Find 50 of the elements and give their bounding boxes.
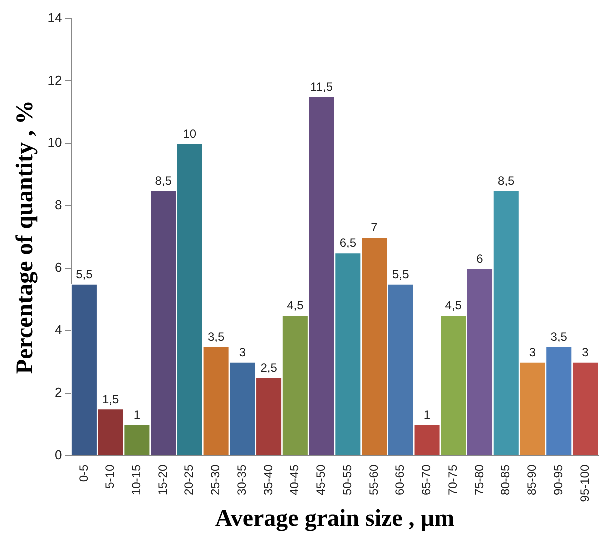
y-tick-label: 8 (55, 198, 62, 213)
data-label: 5,5 (76, 267, 94, 282)
data-label: 1 (134, 408, 141, 422)
data-label: 6,5 (340, 236, 357, 250)
y-tick-label: 6 (55, 260, 62, 276)
data-label: 6 (476, 252, 484, 266)
data-label: 8,5 (155, 174, 172, 188)
x-tick-label: 80-85 (498, 464, 513, 496)
x-axis-title: Average grain size , µm (215, 506, 455, 532)
y-tick-label: 2 (55, 384, 62, 400)
data-label: 2,5 (260, 361, 278, 376)
x-tick-label: 65-70 (420, 464, 434, 496)
y-axis-title: Percentage of quantity , % (12, 100, 39, 374)
x-tick-label: 85-90 (525, 464, 540, 496)
x-tick-label: 10-15 (130, 464, 144, 496)
data-label: 5,5 (392, 267, 410, 282)
data-label: 1,5 (102, 392, 120, 406)
y-tick-label: 0 (55, 447, 62, 462)
x-tick-label: 0-5 (76, 464, 91, 482)
x-tick-label: 50-55 (340, 464, 354, 496)
x-tick-label: 45-50 (314, 464, 328, 496)
x-tick-label: 5-10 (103, 464, 118, 489)
x-tick-label: 20-25 (182, 464, 196, 496)
x-tick-label: 75-80 (472, 464, 486, 496)
data-label: 3,5 (550, 330, 568, 344)
y-tick-label: 10 (48, 135, 62, 150)
data-label: 4,5 (287, 298, 304, 313)
data-label: 11,5 (310, 80, 334, 94)
y-tick-label: 4 (55, 322, 62, 338)
y-tick-label: 12 (48, 72, 62, 88)
data-label: 1 (424, 408, 431, 422)
x-tick-label: 60-65 (393, 464, 408, 496)
data-label: 3 (582, 345, 590, 360)
y-tick-label: 14 (48, 10, 62, 26)
x-tick-label: 30-35 (234, 464, 249, 496)
data-label: 3 (239, 345, 246, 360)
x-tick-label: 70-75 (446, 464, 460, 496)
data-label: 7 (371, 220, 378, 235)
x-tick-label: 15-20 (156, 464, 170, 496)
x-tick-label: 95-100 (578, 464, 592, 502)
data-label: 3 (529, 345, 536, 360)
x-tick-label: 25-30 (208, 464, 223, 496)
data-label: 10 (183, 126, 197, 141)
data-label: 3,5 (208, 330, 225, 344)
data-label: 8,5 (498, 174, 516, 188)
data-label: 4,5 (445, 298, 462, 313)
x-tick-label: 55-60 (366, 464, 381, 496)
x-tick-label: 35-40 (261, 464, 276, 496)
x-tick-label: 90-95 (551, 464, 566, 496)
x-tick-label: 40-45 (288, 464, 302, 496)
